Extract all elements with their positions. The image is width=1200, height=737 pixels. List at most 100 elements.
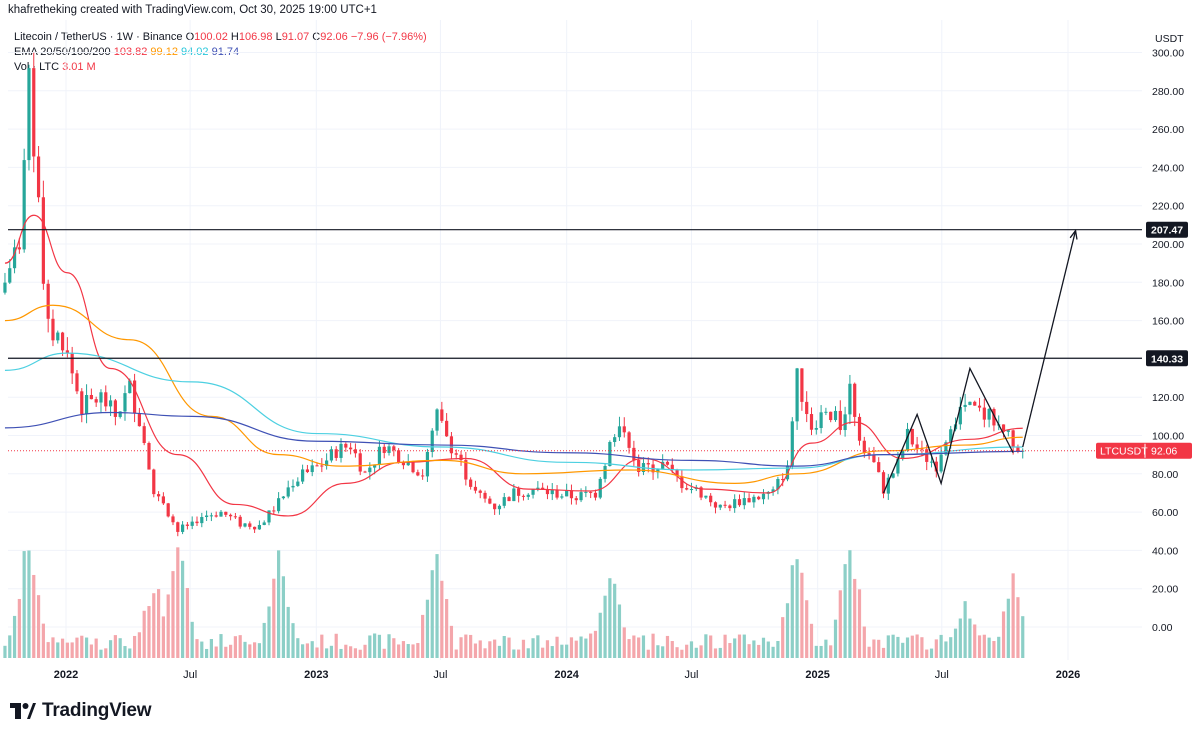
- candle-body: [718, 504, 722, 508]
- candle-body: [579, 492, 583, 501]
- price-axis-tick: 100.00: [1152, 431, 1184, 443]
- volume-bar: [286, 606, 290, 658]
- candle-body: [464, 460, 468, 480]
- volume-bar: [459, 637, 463, 658]
- candle-body: [502, 497, 506, 506]
- volume-bar: [368, 635, 372, 658]
- price-axis-tick: 260.00: [1152, 124, 1184, 136]
- volume-bar: [108, 640, 113, 658]
- volume-bar: [733, 638, 737, 658]
- volume-bar: [718, 647, 722, 658]
- price-axis-tick: 300.00: [1152, 48, 1184, 60]
- volume-bar: [123, 646, 127, 658]
- price-axis-bg: [1142, 0, 1200, 700]
- volume-bar: [8, 635, 12, 658]
- volume-bar: [766, 641, 770, 658]
- volume-bar: [238, 635, 242, 658]
- candle-body: [152, 469, 156, 495]
- candle-body: [373, 464, 377, 468]
- volume-label[interactable]: Vol · LTC: [14, 61, 60, 73]
- symbol-name[interactable]: Litecoin / TetherUS · 1W · Binance: [14, 31, 183, 43]
- volume-bar: [771, 646, 775, 658]
- volume-bar: [209, 638, 213, 658]
- candle-body: [272, 510, 276, 512]
- candle-body: [257, 525, 262, 530]
- volume-bar: [358, 649, 362, 658]
- candle-body: [877, 462, 881, 473]
- tradingview-logo-text: TradingView: [42, 700, 152, 721]
- volume-bar: [982, 634, 986, 658]
- candle-body: [214, 515, 218, 517]
- volume-bar: [411, 644, 415, 658]
- volume-bar: [214, 646, 218, 658]
- candle-body: [646, 463, 650, 465]
- volume-bar: [680, 649, 684, 658]
- volume-bar: [968, 618, 972, 658]
- price-axis-tick: 40.00: [1152, 545, 1178, 557]
- candle-body: [968, 401, 972, 405]
- candle-body: [848, 383, 852, 415]
- volume-bar: [41, 623, 45, 658]
- change-value: −7.96 (−7.96%): [350, 31, 427, 43]
- candle-body: [574, 498, 578, 501]
- volume-bar: [939, 634, 943, 658]
- volume-bar: [200, 641, 204, 658]
- price-chart[interactable]: USDT 300.00 280.00 260.00 240.00 220.00 200.00…: [0, 0, 1200, 700]
- tradingview-logo[interactable]: TradingView: [10, 700, 152, 722]
- volume-bar: [637, 637, 641, 658]
- candle-body: [944, 442, 948, 455]
- projection-arrowhead: [1069, 228, 1078, 240]
- candle-body: [195, 521, 199, 524]
- candle-body: [680, 476, 684, 489]
- volume-bar: [728, 643, 732, 658]
- volume-bar: [776, 641, 780, 658]
- candle-body: [934, 461, 938, 472]
- candle-body: [795, 368, 799, 422]
- volume-bar: [353, 648, 358, 658]
- candle-body: [454, 453, 458, 455]
- volume-bar: [670, 641, 674, 658]
- candle-body: [613, 437, 617, 443]
- candle-body: [929, 461, 934, 463]
- volume-bar: [1006, 598, 1010, 658]
- candle-body: [253, 526, 257, 530]
- volume-bar: [22, 551, 26, 658]
- candle-body: [142, 426, 146, 444]
- volume-bar: [905, 637, 910, 658]
- volume-bar: [224, 646, 228, 658]
- volume-bar: [377, 634, 382, 658]
- candle-body: [329, 449, 334, 461]
- volume-bar: [550, 646, 554, 658]
- volume-bar: [781, 617, 785, 658]
- volume-bar: [838, 590, 842, 658]
- price-axis: USDT 300.00 280.00 260.00 240.00 220.00 200.00…: [1142, 0, 1200, 700]
- volume-bar: [953, 628, 958, 658]
- candle-body: [589, 491, 593, 493]
- volume-bar: [185, 587, 189, 658]
- volume-bar: [430, 570, 434, 658]
- candle-body: [819, 412, 823, 429]
- volume-bar: [142, 610, 146, 658]
- volume-bar: [584, 638, 588, 658]
- candle-body: [541, 487, 545, 490]
- candle-body: [781, 478, 785, 480]
- time-axis-tick: Jul: [684, 669, 698, 681]
- volume-value: 3.01 M: [62, 61, 96, 73]
- candle-body: [699, 487, 703, 498]
- volume-bar: [929, 648, 934, 658]
- candle-body: [60, 332, 65, 351]
- volume-bar: [301, 644, 305, 658]
- volume-bar: [56, 642, 60, 658]
- candle-body: [689, 489, 694, 491]
- high-label: H: [230, 31, 239, 43]
- price-axis-tick: 80.00: [1152, 469, 1178, 481]
- volume-bar: [977, 635, 982, 658]
- candle-body: [387, 446, 391, 453]
- volume-bar: [555, 636, 559, 658]
- candle-body: [949, 429, 953, 443]
- volume-bar: [473, 643, 478, 658]
- ema200-line: [4, 411, 1023, 467]
- candle-body: [973, 401, 977, 406]
- price-axis-tick: 280.00: [1152, 86, 1184, 98]
- volume-line: Vol · LTC 3.01 M: [14, 60, 427, 75]
